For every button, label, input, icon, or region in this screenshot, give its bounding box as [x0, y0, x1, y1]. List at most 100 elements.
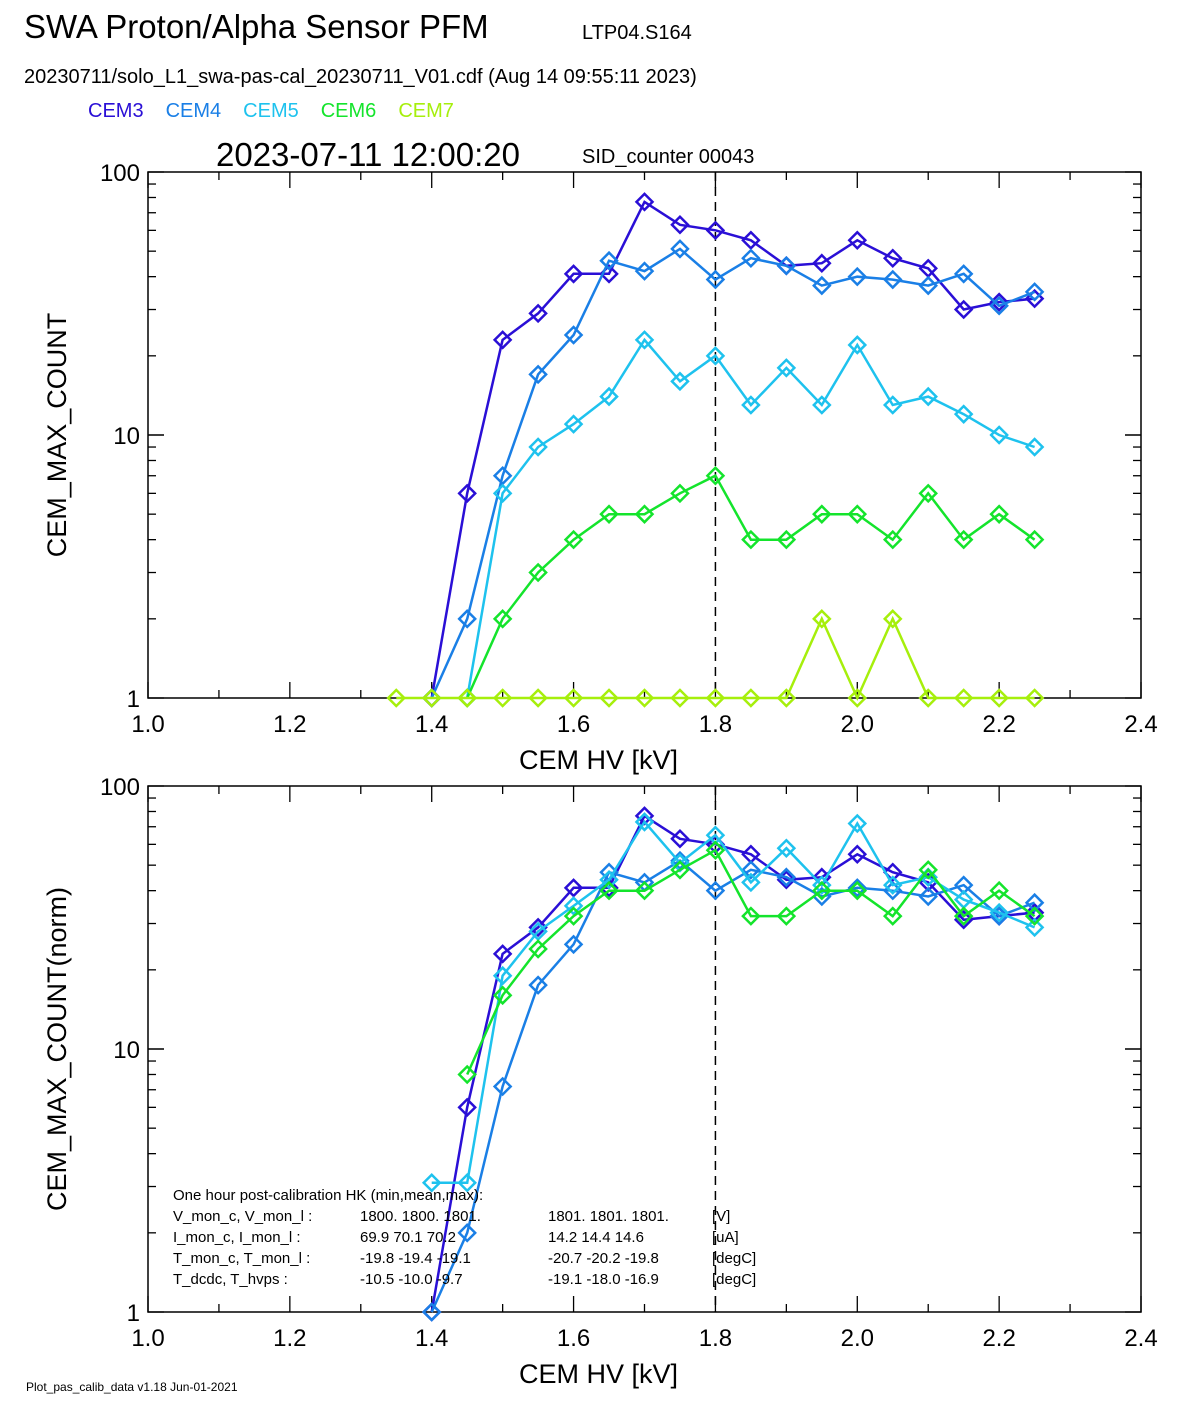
legend-entry-cem3: CEM3 [88, 100, 144, 122]
data-point [741, 529, 761, 550]
data-point [812, 395, 832, 415]
x-tick-label: 1.0 [131, 711, 164, 738]
data-point [421, 688, 442, 708]
data-point [492, 330, 513, 350]
data-point [989, 906, 1009, 926]
x-tick-label: 2.4 [1124, 1325, 1157, 1352]
data-point [847, 880, 868, 901]
data-point [599, 870, 619, 890]
data-point [492, 688, 513, 708]
data-point [882, 875, 903, 895]
data-point [953, 906, 974, 926]
legend-entry-cem6: CEM6 [320, 100, 377, 122]
data-point [812, 253, 832, 273]
data-point [953, 264, 974, 284]
data-point [528, 939, 548, 959]
data-point [847, 266, 868, 287]
data-point [634, 261, 655, 281]
hk-row-unit: [uA] [712, 1229, 739, 1246]
data-point [634, 192, 655, 212]
series-line [466, 474, 1036, 699]
data-point [741, 860, 761, 880]
hk-row-label: T_mon_c, T_mon_l : [173, 1250, 310, 1267]
data-point [457, 483, 477, 504]
x-tick-label: 2.0 [841, 1325, 874, 1352]
series-cem3 [421, 192, 1045, 708]
series-cem6 [457, 840, 1045, 1085]
data-point [882, 248, 903, 269]
hk-row-c: -10.5 -10.0 -9.7 [360, 1271, 463, 1288]
data-point [563, 325, 584, 345]
x-tick-label: 2.2 [982, 711, 1015, 738]
data-point [953, 688, 974, 708]
data-point [563, 878, 584, 898]
hk-table: One hour post-calibration HK (min,mean,m… [173, 1187, 756, 1288]
x-tick-label: 1.6 [557, 1325, 590, 1352]
data-point [812, 609, 832, 629]
data-point [599, 880, 619, 901]
data-point [1024, 282, 1045, 302]
data-point [882, 395, 903, 415]
y-tick-label: 1 [127, 1300, 140, 1327]
data-point [812, 880, 832, 901]
data-point [563, 414, 584, 434]
series-line [396, 615, 1035, 702]
series-line [430, 247, 1036, 699]
bottom-plot: 1.0 1.2 1.4 1.6 1.8 2.0 2.2 2.4 1 10 100 CEM HV [kV… [42, 774, 1158, 1389]
data-point [989, 688, 1009, 708]
data-point [882, 529, 903, 550]
data-point [670, 688, 690, 708]
legend-entry-cem7: CEM7 [398, 100, 454, 122]
hk-row-unit: [degC] [712, 1271, 756, 1288]
hk-row-l: 14.2 14.4 14.6 [548, 1229, 644, 1246]
data-point [741, 248, 761, 269]
data-point [705, 880, 726, 901]
y-tick-label: 10 [113, 423, 140, 450]
data-point [563, 934, 584, 955]
top-plot: 1.0 1.2 1.4 1.6 1.8 2.0 2.2 2.4 1 10 100 CEM HV [kV… [42, 160, 1158, 775]
data-point [421, 1173, 442, 1193]
x-tick-label: 1.2 [273, 1325, 306, 1352]
hk-row-unit: [V] [712, 1208, 730, 1225]
hk-row-l: -20.7 -20.2 -19.8 [548, 1250, 659, 1267]
data-point [812, 504, 832, 524]
data-point [1024, 917, 1045, 938]
series-cem5 [421, 812, 1045, 1193]
hk-title: One hour post-calibration HK (min,mean,m… [173, 1187, 483, 1204]
data-point [953, 529, 974, 550]
y-tick-label: 100 [100, 774, 140, 801]
data-point [563, 688, 584, 708]
data-point [918, 483, 938, 504]
y-axis-label: CEM_MAX_COUNT(norm) [42, 887, 72, 1211]
data-point [528, 303, 548, 324]
data-point [918, 867, 938, 887]
data-point [670, 239, 690, 259]
data-point [741, 872, 761, 893]
series-cem4 [421, 239, 1045, 708]
data-point [599, 386, 619, 407]
hk-row-l: -19.1 -18.0 -16.9 [548, 1271, 659, 1288]
data-point [528, 917, 548, 938]
data-point [528, 975, 548, 995]
data-point [492, 965, 513, 986]
data-point [953, 404, 974, 424]
legend-entry-cem4: CEM4 [165, 100, 222, 122]
data-point [599, 504, 619, 524]
data-point [705, 688, 726, 708]
legend: CEM3 CEM4 CEM5 CEM6 CEM7 [88, 100, 476, 123]
data-point [670, 860, 690, 880]
hk-row-label: V_mon_c, V_mon_l : [173, 1208, 312, 1225]
data-point [705, 465, 726, 486]
data-point [492, 944, 513, 964]
sensor-tag: LTP04.S164 [582, 22, 692, 44]
data-point [528, 364, 548, 385]
x-tick-label: 1.8 [699, 1325, 732, 1352]
data-point [634, 504, 655, 524]
data-point [634, 812, 655, 832]
data-point [670, 829, 690, 849]
data-point [492, 483, 513, 504]
hk-row-label: T_dcdc, T_hvps : [173, 1271, 288, 1288]
data-point [776, 688, 797, 708]
data-point [989, 504, 1009, 524]
